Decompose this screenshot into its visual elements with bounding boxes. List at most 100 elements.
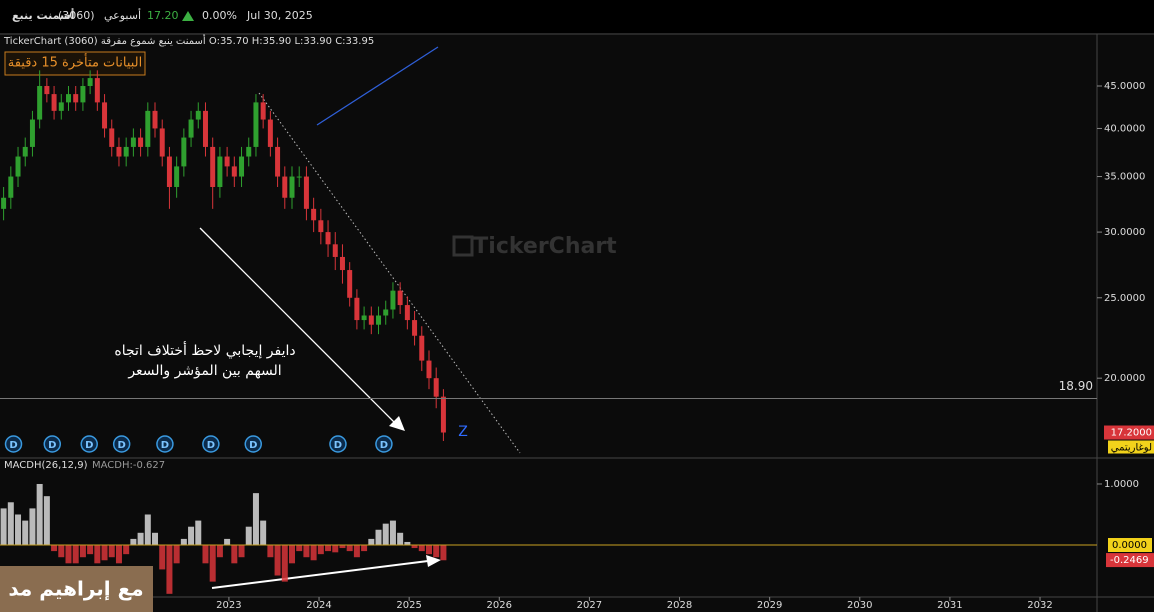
event-marker — [156, 435, 174, 453]
candle-body — [267, 119, 273, 147]
change: 0.00% — [202, 9, 237, 22]
x-tick-label: 2025 — [396, 600, 421, 611]
histogram-bar — [115, 545, 122, 564]
x-tick-label: 2024 — [306, 600, 331, 611]
histogram-bar — [353, 545, 360, 558]
histogram-bar — [94, 545, 101, 564]
histogram-bar — [43, 496, 50, 546]
y-tick-label: 25.0000 — [1104, 293, 1145, 304]
indicator-value: MACDH:-0.627 — [92, 460, 165, 471]
candle-body — [51, 94, 57, 111]
histogram-bar — [389, 520, 396, 546]
candle-body — [347, 270, 353, 298]
footer-badge — [0, 566, 153, 612]
candle-body — [296, 176, 302, 178]
candle-body — [130, 137, 136, 147]
candle-body — [404, 305, 410, 321]
delay-text: البيانات متأخرة 15 دقيقة — [8, 53, 143, 71]
event-label: D — [207, 440, 215, 451]
stock-name: أسمنت ينبع — [12, 8, 75, 22]
event-label: D — [249, 440, 257, 451]
histogram-bar — [252, 493, 259, 546]
candle-body — [166, 156, 172, 187]
histogram-bar — [361, 545, 368, 552]
candle-body — [224, 156, 230, 167]
candle-body — [354, 297, 360, 321]
candle-body — [246, 146, 252, 157]
event-label: D — [334, 440, 342, 451]
candle-body — [181, 137, 187, 167]
histogram-bar — [72, 545, 79, 564]
y-tick-label: 1.0000 — [1104, 479, 1139, 490]
candle-body — [138, 137, 144, 147]
zero-tag — [1108, 538, 1152, 553]
histogram-bar — [368, 538, 375, 546]
histogram-bar — [108, 545, 115, 558]
candle-body — [145, 110, 151, 147]
candle-body — [22, 146, 28, 157]
value-tag-label: -0.2469 — [1110, 555, 1149, 566]
price-tag — [1104, 425, 1154, 440]
candle-body — [8, 176, 14, 198]
histogram-bar — [289, 545, 295, 564]
histogram-bar — [159, 545, 166, 570]
zero-tag-label: 0.0000 — [1112, 540, 1147, 551]
candle-body — [94, 78, 100, 103]
candle-body — [80, 86, 86, 103]
candle-body — [282, 176, 288, 198]
histogram-bar — [339, 545, 346, 549]
histogram-bar — [188, 526, 195, 546]
event-marker — [202, 435, 220, 453]
candle-body — [339, 256, 345, 271]
histogram-bar — [433, 545, 440, 558]
hline-label: 18.90 — [1059, 379, 1093, 393]
candle-body — [15, 156, 21, 177]
arrow-head — [389, 416, 405, 431]
histogram-bar — [267, 545, 274, 558]
histogram-bar — [418, 545, 425, 552]
event-marker — [375, 435, 393, 453]
candle-body — [412, 320, 418, 336]
candle-body — [260, 102, 266, 120]
arrow-head — [426, 555, 441, 567]
histogram-bar — [245, 526, 252, 546]
histogram-bar — [303, 545, 310, 558]
y-tick-label: 20.0000 — [1104, 373, 1145, 384]
histogram-bar — [404, 541, 411, 546]
candle-body — [44, 86, 50, 95]
histogram-bar — [65, 545, 72, 564]
histogram-bar — [411, 545, 418, 549]
delay-badge — [4, 51, 146, 76]
info-line: TickerChart (3060) أسمنت ينبع شموع مفرقة… — [3, 34, 374, 47]
candle-body — [311, 208, 317, 221]
candle-body — [303, 176, 309, 209]
candle-body — [217, 156, 223, 187]
candle-body — [332, 244, 338, 257]
candle-body — [116, 146, 122, 157]
arrow-line — [199, 227, 397, 425]
candle-body — [239, 156, 245, 177]
histogram-bar — [346, 545, 353, 552]
candle-body — [174, 166, 180, 187]
histogram-bar — [87, 545, 94, 555]
histogram-bar — [325, 545, 332, 552]
candle-body — [368, 315, 374, 325]
histogram-bar — [440, 545, 447, 561]
histogram-bar — [180, 538, 187, 546]
marker-z: Z — [458, 424, 468, 440]
x-tick-label: 2027 — [577, 600, 602, 611]
event-label: D — [48, 440, 56, 451]
histogram-bar — [216, 545, 223, 558]
x-tick-label: 2026 — [487, 600, 512, 611]
event-label: D — [118, 440, 126, 451]
histogram-bar — [332, 545, 339, 553]
candle-body — [289, 176, 295, 198]
up-arrow — [182, 11, 194, 21]
histogram-bar — [137, 532, 144, 546]
histogram-bar — [101, 545, 108, 561]
annotation: دايفر إيجابي لاحظ أختلاف اتجاه — [114, 341, 295, 359]
y-tick-label: 30.0000 — [1104, 227, 1145, 238]
event-label: D — [85, 440, 93, 451]
candle-body — [65, 94, 71, 103]
histogram-bar — [130, 538, 137, 546]
